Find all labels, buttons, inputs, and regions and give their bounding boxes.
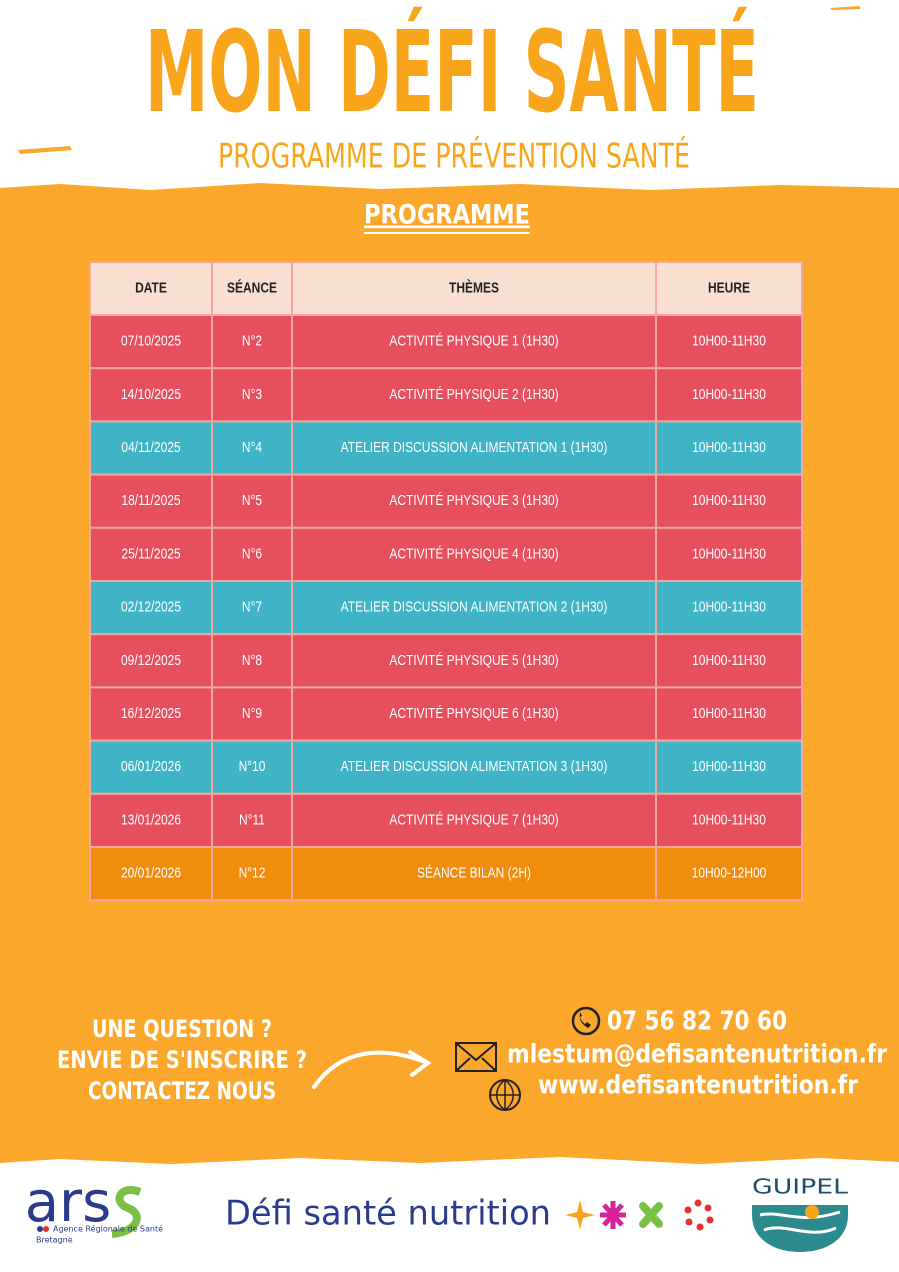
table-cell: ACTIVITÉ PHYSIQUE 7 (1H30) bbox=[389, 811, 558, 828]
phone-icon-handset bbox=[579, 1012, 591, 1028]
header-row bbox=[89, 261, 803, 316]
email: mlestum@defisantenutrition.fr bbox=[507, 1040, 887, 1070]
table-cell: ACTIVITÉ PHYSIQUE 4 (1H30) bbox=[389, 545, 558, 562]
table-cell: 07/10/2025 bbox=[121, 332, 181, 349]
ars-logo-s bbox=[111, 1186, 142, 1238]
column-header: THÈMES bbox=[449, 279, 499, 296]
subtitle: PROGRAMME DE PRÉVENTION SANTÉ bbox=[218, 136, 690, 177]
table-cell: SÉANCE BILAN (2H) bbox=[417, 864, 531, 881]
table-cell: ATELIER DISCUSSION ALIMENTATION 2 (1H30) bbox=[341, 598, 608, 615]
table-cell: 10H00-11H30 bbox=[692, 492, 766, 509]
table-cell: 16/12/2025 bbox=[121, 705, 181, 722]
contact-line: CONTACTEZ NOUS bbox=[88, 1077, 276, 1105]
website: www.defisantenutrition.fr bbox=[538, 1071, 858, 1101]
table-cell: 10H00-12H00 bbox=[692, 864, 767, 881]
table-cell: ACTIVITÉ PHYSIQUE 5 (1H30) bbox=[389, 652, 558, 669]
table-row bbox=[89, 792, 803, 848]
column-header: SÉANCE bbox=[227, 279, 277, 296]
table-cell: 10H00-11H30 bbox=[692, 332, 766, 349]
phone-icon bbox=[571, 1006, 601, 1036]
table-cell: ATELIER DISCUSSION ALIMENTATION 3 (1H30) bbox=[341, 758, 608, 775]
arrow-head bbox=[408, 1050, 432, 1077]
table-row bbox=[89, 473, 803, 529]
schedule-table: DATE SÉANCE THÈMES HEURE 07/10/2025 N°2 ACTIVI… bbox=[89, 261, 803, 902]
table-row bbox=[89, 633, 803, 689]
table-cell: 09/12/2025 bbox=[121, 652, 181, 669]
table-cell: N°3 bbox=[242, 386, 262, 403]
table-cell: N°5 bbox=[242, 492, 262, 509]
icon-star bbox=[565, 1200, 595, 1230]
table-cell: N°9 bbox=[242, 705, 262, 722]
table-cell: 10H00-11H30 bbox=[692, 811, 766, 828]
table-row bbox=[89, 526, 803, 582]
table-cell: 06/01/2026 bbox=[121, 758, 181, 775]
icon-dots bbox=[684, 1199, 714, 1231]
table-cell: ACTIVITÉ PHYSIQUE 1 (1H30) bbox=[389, 332, 558, 349]
ars-logo: ars bbox=[25, 1170, 112, 1235]
email-icon bbox=[455, 1042, 497, 1072]
partner-name: GUIPEL bbox=[752, 1175, 849, 1199]
globe-lines bbox=[490, 1079, 520, 1111]
table-cell: N°8 bbox=[242, 652, 262, 669]
partner-logo-waves bbox=[759, 1210, 841, 1234]
table-cell: 02/12/2025 bbox=[121, 598, 181, 615]
ars-dot bbox=[43, 1226, 49, 1232]
table-row bbox=[89, 846, 803, 902]
table-cell: 25/11/2025 bbox=[121, 545, 180, 562]
icon-asterisk bbox=[600, 1201, 626, 1229]
contact: UNE QUESTION ? ENVIE DE S'INSCRIRE ? CON… bbox=[57, 1015, 307, 1105]
table-row bbox=[89, 580, 803, 636]
table-cell: 04/11/2025 bbox=[121, 439, 180, 456]
table-cell: ATELIER DISCUSSION ALIMENTATION 1 (1H30) bbox=[341, 439, 608, 456]
table-cell: N°11 bbox=[239, 811, 265, 828]
table-cell: 10H00-11H30 bbox=[692, 386, 766, 403]
brand: Défi santé nutrition bbox=[225, 1194, 551, 1234]
table-cell: N°7 bbox=[242, 598, 262, 615]
table-cell: N°2 bbox=[242, 332, 262, 349]
table-cell: N°4 bbox=[242, 439, 263, 456]
table-cell: 10H00-11H30 bbox=[692, 598, 766, 615]
table-row bbox=[89, 739, 803, 795]
column-header: DATE bbox=[135, 279, 167, 296]
brand-icons bbox=[565, 1199, 714, 1231]
table-cell: 10H00-11H30 bbox=[692, 652, 766, 669]
arrow bbox=[312, 1050, 427, 1089]
email-icon-lines bbox=[455, 1042, 497, 1072]
table-cell: 13/01/2026 bbox=[121, 811, 181, 828]
table-cell: ACTIVITÉ PHYSIQUE 6 (1H30) bbox=[389, 705, 558, 722]
icon-cross bbox=[639, 1202, 663, 1228]
table-cell: 10H00-11H30 bbox=[692, 705, 766, 722]
title: MON DÉFI SANTÉ bbox=[145, 6, 759, 138]
phone: 07 56 82 70 60 bbox=[607, 1007, 787, 1037]
table-row bbox=[89, 686, 803, 742]
table-cell: 18/11/2025 bbox=[121, 492, 180, 509]
column-header: HEURE bbox=[708, 279, 750, 296]
section-title: PROGRAMME bbox=[364, 200, 530, 231]
partner-logo-sun bbox=[805, 1205, 819, 1219]
table-cell: 10H00-11H30 bbox=[692, 439, 766, 456]
table-cell: N°12 bbox=[239, 864, 266, 881]
table-cell: ACTIVITÉ PHYSIQUE 2 (1H30) bbox=[389, 386, 558, 403]
contact-line: ENVIE DE S'INSCRIRE ? bbox=[57, 1046, 307, 1074]
ars-region: Bretagne bbox=[36, 1236, 73, 1245]
ars-name: Agence Régionale de Santé bbox=[53, 1224, 163, 1234]
contact-line: UNE QUESTION ? bbox=[92, 1015, 272, 1043]
table-row bbox=[89, 314, 803, 370]
table-row bbox=[89, 367, 803, 423]
table-cell: ACTIVITÉ PHYSIQUE 3 (1H30) bbox=[389, 492, 558, 509]
table-cell: N°6 bbox=[242, 545, 262, 562]
table-cell: 10H00-11H30 bbox=[692, 758, 766, 775]
table-cell: 20/01/2026 bbox=[121, 864, 181, 881]
table-cell: 14/10/2025 bbox=[121, 386, 181, 403]
ars-dot bbox=[37, 1226, 43, 1232]
table-cell: N°10 bbox=[239, 758, 266, 775]
table-cell: 10H00-11H30 bbox=[692, 545, 766, 562]
